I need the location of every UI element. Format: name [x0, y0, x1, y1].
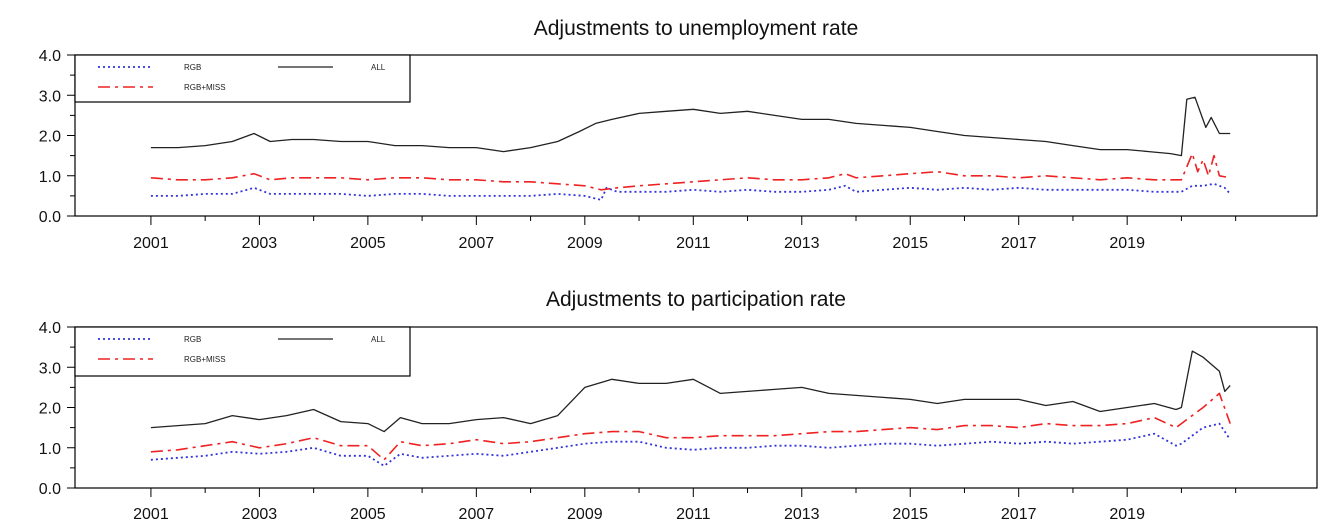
legend-label: ALL — [371, 63, 386, 72]
legend: RGB ALL RGB+MISS — [74, 326, 411, 377]
legend-label: ALL — [371, 335, 386, 344]
series-line-rgb-miss — [150, 152, 1231, 191]
x-tick-label: 2003 — [242, 506, 278, 523]
x-tick-label: 2013 — [784, 235, 820, 252]
series-line-all — [150, 350, 1231, 433]
participation-chart-panel: Adjustments to participation rate 0.0 1.0 2… — [39, 288, 1318, 523]
x-tick-label: 2017 — [1001, 506, 1037, 523]
x-tick-label: 2015 — [892, 506, 928, 523]
x-tick-label: 2003 — [242, 235, 278, 252]
x-tick-label: 2009 — [567, 235, 603, 252]
y-tick-label: 0.0 — [39, 209, 61, 226]
series-line-all — [150, 96, 1231, 157]
y-tick-label: 4.0 — [39, 48, 61, 65]
unemployment-chart-panel: Adjustments to unemployment rate 0.0 1.0 2.… — [39, 17, 1318, 252]
legend-label: RGB+MISS — [184, 355, 226, 364]
x-tick-label: 2019 — [1109, 235, 1145, 252]
x-tick-label: 2009 — [567, 506, 603, 523]
series-line-rgb-miss — [150, 392, 1231, 461]
legend-label: RGB+MISS — [184, 83, 226, 92]
y-tick-label: 0.0 — [39, 481, 61, 498]
legend-box — [74, 326, 411, 377]
chart-title: Adjustments to participation rate — [546, 288, 846, 311]
x-tick-label: 2001 — [133, 506, 169, 523]
legend-label: RGB — [184, 335, 201, 344]
y-tick-label: 3.0 — [39, 360, 61, 377]
y-tick-label: 3.0 — [39, 88, 61, 105]
x-tick-label: 2007 — [459, 506, 495, 523]
legend-box — [74, 54, 411, 103]
series-line-rgb — [150, 422, 1231, 467]
x-tick-label: 2015 — [892, 235, 928, 252]
x-tick-label: 2001 — [133, 235, 169, 252]
x-tick-label: 2013 — [784, 506, 820, 523]
x-tick-label: 2011 — [676, 506, 711, 523]
x-tick-label: 2005 — [350, 506, 386, 523]
x-tick-label: 2007 — [459, 235, 495, 252]
y-tick-label: 1.0 — [39, 441, 61, 458]
y-tick-label: 2.0 — [39, 129, 61, 146]
y-tick-label: 1.0 — [39, 169, 61, 186]
series-line-rgb — [150, 182, 1231, 201]
legend: RGB ALL RGB+MISS — [74, 54, 411, 103]
x-tick-label: 2017 — [1001, 235, 1037, 252]
x-tick-label: 2005 — [350, 235, 386, 252]
y-tick-label: 4.0 — [39, 320, 61, 337]
y-tick-label: 2.0 — [39, 401, 61, 418]
chart-title: Adjustments to unemployment rate — [534, 17, 859, 40]
legend-label: RGB — [184, 63, 201, 72]
x-tick-label: 2011 — [676, 235, 711, 252]
x-tick-label: 2019 — [1109, 506, 1145, 523]
